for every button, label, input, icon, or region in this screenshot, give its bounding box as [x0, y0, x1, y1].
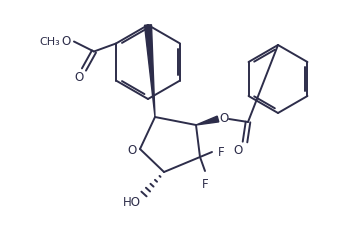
Polygon shape [196, 117, 219, 125]
Text: O: O [61, 35, 71, 48]
Text: O: O [233, 143, 243, 156]
Polygon shape [144, 26, 155, 117]
Text: F: F [218, 146, 224, 159]
Text: CH₃: CH₃ [40, 36, 60, 46]
Text: HO: HO [123, 196, 141, 209]
Text: O: O [74, 71, 84, 84]
Text: O: O [219, 112, 228, 125]
Text: O: O [127, 144, 137, 157]
Text: F: F [202, 177, 208, 190]
